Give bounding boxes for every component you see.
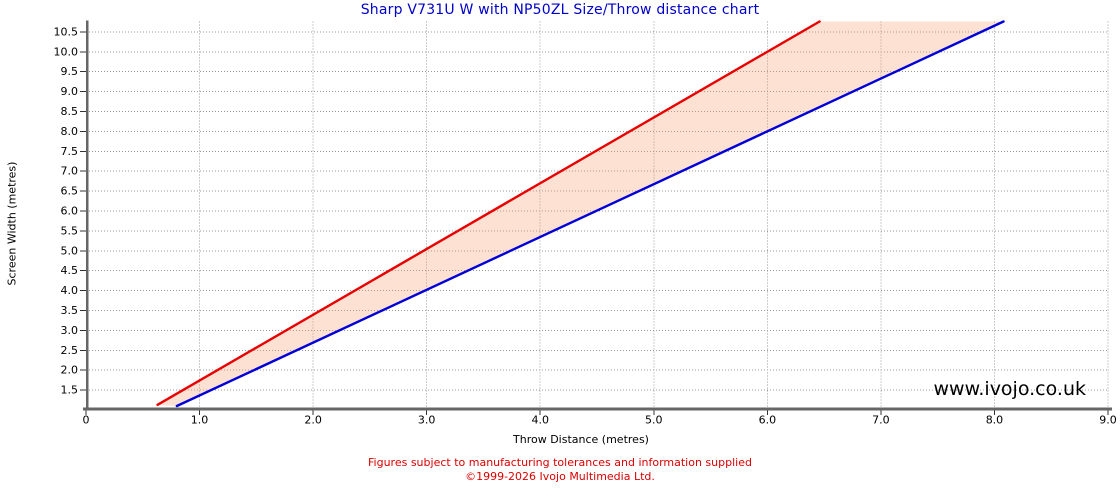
wide-zoom-line — [156, 20, 821, 407]
x-tick-label: 7.0 — [872, 414, 890, 427]
y-tick-label: 3.0 — [61, 324, 79, 337]
x-axis-label: Throw Distance (metres) — [513, 433, 649, 446]
y-tick-label: 6.5 — [61, 185, 79, 198]
x-tick-label: 3.0 — [418, 414, 436, 427]
tele-zoom-line — [175, 20, 1005, 408]
y-tick-label: 9.0 — [61, 85, 79, 98]
x-tick-label: 0 — [83, 414, 90, 427]
x-tick-label: 4.0 — [531, 414, 549, 427]
y-tick-label: 4.5 — [61, 264, 79, 277]
x-tick-label: 2.0 — [304, 414, 322, 427]
x-tick-label: 5.0 — [645, 414, 663, 427]
x-tick-label: 9.0 — [1099, 414, 1117, 427]
y-axis-label: Screen Width (metres) — [5, 161, 19, 286]
footer-tolerances-note: Figures subject to manufacturing toleran… — [368, 456, 752, 469]
y-tick-label: 7.0 — [61, 165, 79, 178]
y-tick-label: 4.0 — [61, 284, 79, 297]
x-tick-label: 1.0 — [191, 414, 209, 427]
watermark-text: www.ivojo.co.uk — [933, 378, 1087, 400]
chart-title: Sharp V731U W with NP50ZL Size/Throw dis… — [360, 2, 760, 18]
y-tick-label: 3.5 — [61, 304, 79, 317]
y-tick-label: 8.0 — [61, 125, 79, 138]
y-tick-label: 6.0 — [61, 204, 79, 217]
y-tick-label: 2.0 — [61, 364, 79, 377]
y-tick-label: 5.5 — [61, 224, 79, 237]
y-tick-label: 5.0 — [61, 244, 79, 257]
y-tick-label: 9.5 — [61, 65, 79, 78]
x-tick-label: 6.0 — [759, 414, 777, 427]
footer-copyright: ©1999-2026 Ivojo Multimedia Ltd. — [465, 470, 655, 483]
y-tick-label: 8.5 — [61, 105, 79, 118]
y-tick-label: 2.5 — [61, 344, 79, 357]
y-tick-label: 1.5 — [61, 384, 79, 397]
x-tick-label: 8.0 — [986, 414, 1004, 427]
y-tick-label: 10.5 — [54, 25, 79, 38]
y-tick-label: 7.5 — [61, 145, 79, 158]
size-range-fill — [157, 21, 1004, 407]
y-tick-label: 10.0 — [54, 45, 79, 58]
